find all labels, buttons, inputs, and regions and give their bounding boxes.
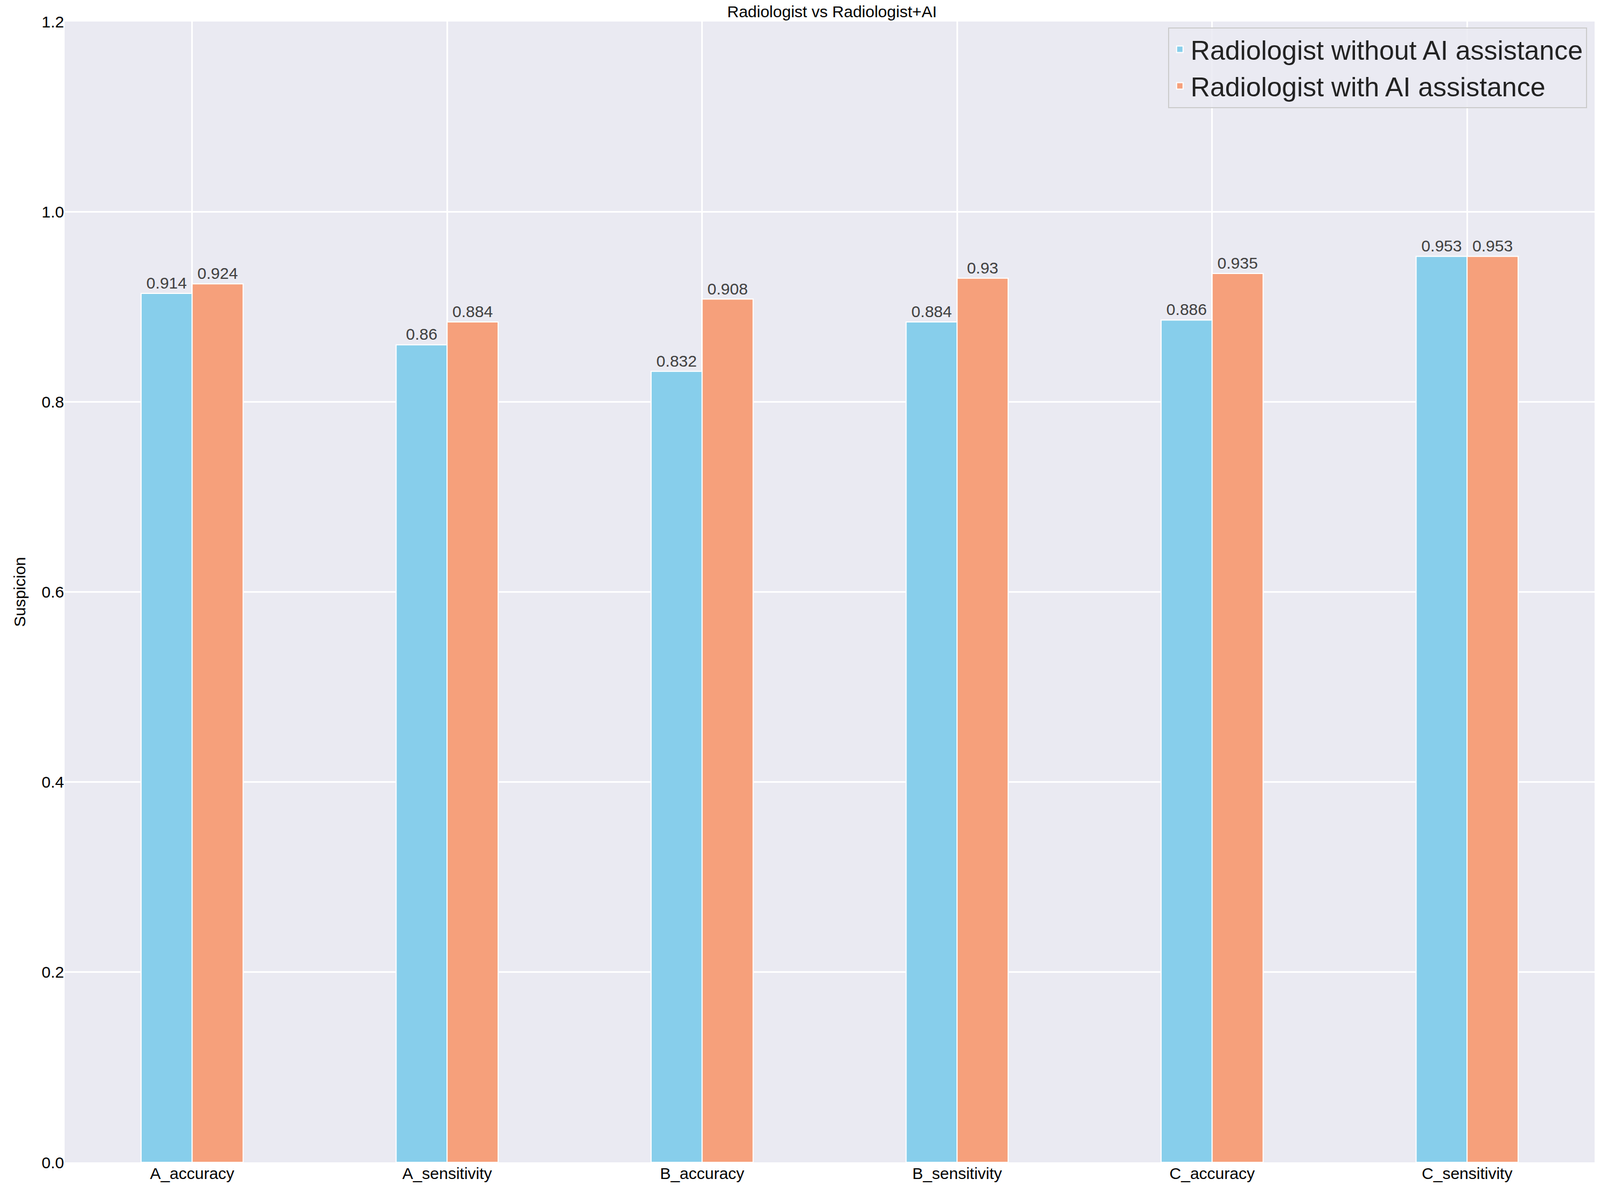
svg-text:0.4: 0.4: [41, 773, 65, 792]
svg-text:0.884: 0.884: [452, 302, 493, 321]
svg-text:Radiologist with AI assistance: Radiologist with AI assistance: [1190, 72, 1546, 103]
svg-text:A_sensitivity: A_sensitivity: [402, 1164, 493, 1183]
svg-text:0.86: 0.86: [406, 325, 438, 344]
svg-text:0.935: 0.935: [1217, 254, 1259, 272]
svg-text:1.0: 1.0: [41, 203, 65, 221]
svg-text:0.6: 0.6: [41, 583, 65, 602]
svg-text:Radiologist without AI assista: Radiologist without AI assistance: [1190, 35, 1583, 66]
svg-text:0.0: 0.0: [41, 1154, 65, 1172]
svg-text:Radiologist vs Radiologist+AI: Radiologist vs Radiologist+AI: [727, 2, 937, 21]
svg-text:B_accuracy: B_accuracy: [659, 1164, 745, 1183]
svg-text:0.924: 0.924: [197, 264, 239, 283]
svg-text:0.8: 0.8: [41, 393, 65, 411]
svg-text:B_sensitivity: B_sensitivity: [912, 1164, 1003, 1183]
svg-text:0.914: 0.914: [146, 274, 187, 292]
svg-text:Suspicion: Suspicion: [10, 556, 29, 627]
svg-text:1.2: 1.2: [41, 12, 65, 31]
svg-text:0.953: 0.953: [1421, 236, 1462, 255]
svg-text:0.832: 0.832: [656, 352, 697, 370]
svg-text:C_accuracy: C_accuracy: [1169, 1164, 1255, 1183]
svg-text:0.908: 0.908: [707, 280, 749, 298]
svg-text:0.884: 0.884: [911, 302, 952, 321]
svg-text:0.2: 0.2: [41, 963, 65, 982]
svg-text:A_accuracy: A_accuracy: [149, 1164, 235, 1183]
svg-text:0.93: 0.93: [966, 259, 998, 277]
svg-text:0.886: 0.886: [1166, 300, 1207, 319]
svg-text:0.953: 0.953: [1472, 236, 1513, 255]
svg-text:C_sensitivity: C_sensitivity: [1421, 1164, 1513, 1183]
